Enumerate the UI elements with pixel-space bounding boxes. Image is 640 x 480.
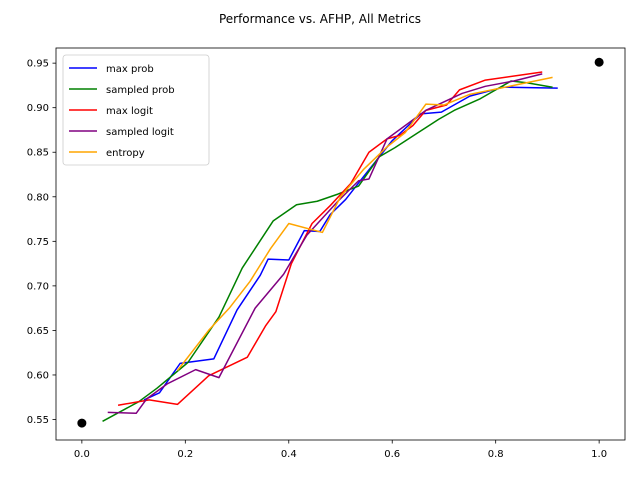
series-line-max-logit	[117, 71, 543, 406]
legend-label: entropy	[106, 148, 145, 159]
series-line-entropy	[176, 76, 553, 371]
legend-label: max prob	[106, 64, 154, 75]
series-line-max-prob	[143, 86, 558, 401]
y-tick-label: 0.55	[27, 415, 49, 426]
marker-point-0	[77, 418, 87, 428]
axes: 0.0 0.2 0.4 0.6 0.8 1.0 0.55 0.60 0.65 0.70 0.75 0.…	[27, 47, 626, 460]
x-tick-label: 0.0	[74, 449, 90, 460]
y-tick-label: 0.70	[27, 281, 49, 292]
y-tick-label: 0.95	[27, 59, 49, 70]
legend-label: sampled logit	[106, 127, 174, 138]
y-tick-label: 0.75	[27, 237, 49, 248]
y-tick-label: 0.65	[27, 326, 49, 337]
chart-title: Performance vs. AFHP, All Metrics	[219, 12, 421, 26]
x-tick-label: 0.6	[384, 449, 400, 460]
legend-label: max logit	[106, 106, 153, 117]
x-tick-label: 0.4	[281, 449, 297, 460]
x-tick-label: 0.8	[488, 449, 504, 460]
series-line-sampled-logit	[107, 73, 543, 415]
legend-label: sampled prob	[106, 85, 175, 96]
axes-frame	[55, 47, 626, 441]
y-tick-label: 0.90	[27, 103, 49, 114]
plot-area	[77, 57, 604, 428]
y-tick-label: 0.80	[27, 192, 49, 203]
legend: max prob sampled prob max logit sampled log…	[62, 54, 210, 166]
legend-box	[62, 54, 210, 166]
y-tick-label: 0.60	[27, 370, 49, 381]
y-tick-label: 0.85	[27, 148, 49, 159]
x-tick-label: 1.0	[591, 449, 607, 460]
marker-point-1	[594, 57, 604, 67]
x-tick-label: 0.2	[177, 449, 193, 460]
